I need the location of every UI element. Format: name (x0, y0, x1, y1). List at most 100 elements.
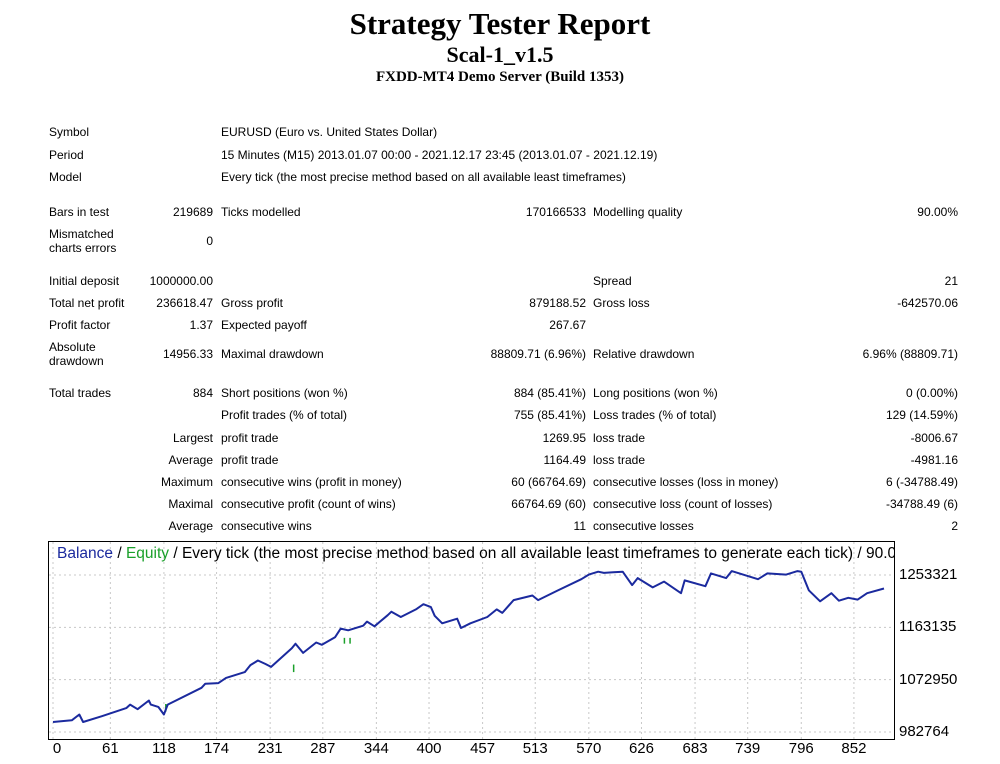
profit-factor-label: Profit factor (49, 318, 111, 332)
relative-drawdown-value: 6.96% (88809.71) (862, 347, 958, 361)
x-tick-label: 739 (735, 740, 761, 757)
x-tick-label: 344 (363, 740, 389, 757)
balance-chart-plot (49, 542, 894, 739)
profit-trades-value: 755 (85.41%) (513, 408, 586, 422)
x-tick-label: 796 (788, 740, 814, 757)
mismatch-label: Mismatched charts errors (49, 227, 117, 255)
short-positions-value: 884 (85.41%) (513, 386, 586, 400)
chart-title-equity: Equity (125, 545, 170, 562)
long-positions-value: 0 (0.00%) (905, 386, 958, 400)
expert-name: Scal-1_v1.5 (446, 42, 554, 67)
period-value: 15 Minutes (M15) 2013.01.07 00:00 - 2021… (221, 148, 658, 162)
maximum-label: Maximum (160, 475, 213, 489)
largest-loss-value: -8006.67 (910, 431, 958, 445)
gross-loss-label: Gross loss (593, 296, 650, 310)
relative-drawdown-label: Relative drawdown (593, 347, 695, 361)
quality-label: Modelling quality (593, 205, 683, 219)
expected-payoff-label: Expected payoff (221, 318, 307, 332)
y-tick-label: 1163135 (899, 618, 957, 636)
period-label: Period (49, 148, 84, 162)
average-loss-label: loss trade (593, 453, 646, 467)
model-label: Model (49, 170, 82, 184)
gross-profit-value: 879188.52 (529, 296, 586, 310)
x-tick-label: 513 (522, 740, 548, 757)
expected-payoff-value: 267.67 (549, 318, 586, 332)
net-profit-label: Total net profit (49, 296, 125, 310)
x-tick-label: 174 (204, 740, 230, 757)
balance-chart: Balance / Equity / Every tick (the most … (48, 541, 895, 740)
chart-title: Balance / Equity / Every tick (the most … (57, 545, 895, 563)
average-profit-label: profit trade (221, 453, 279, 467)
x-tick-label: 61 (101, 740, 119, 757)
maximal-consecutive-profit-label: consecutive profit (count of wins) (221, 497, 396, 511)
absolute-drawdown-label: Absolute drawdown (49, 340, 104, 368)
model-value: Every tick (the most precise method base… (221, 170, 626, 184)
max-consecutive-losses-value: 6 (-34788.49) (885, 475, 958, 489)
deposit-value: 1000000.00 (149, 274, 213, 288)
max-consecutive-wins-value: 60 (66764.69) (511, 475, 586, 489)
gross-loss-value: -642570.06 (897, 296, 958, 310)
bars-label: Bars in test (49, 205, 110, 219)
average-consecutive-wins-value: 11 (573, 519, 586, 533)
x-tick-label: 118 (151, 740, 176, 757)
average-profit-value: 1164.49 (543, 453, 587, 467)
largest-profit-label: profit trade (221, 431, 279, 445)
ticks-label: Ticks modelled (221, 205, 301, 219)
chart-title-rest: / Every tick (the most precise method ba… (169, 545, 895, 562)
average-consecutive-losses-label: consecutive losses (593, 519, 694, 533)
chart-title-balance: Balance (57, 545, 114, 562)
net-profit-value: 236618.47 (156, 296, 213, 310)
spread-value: 21 (944, 274, 958, 288)
symbol-label: Symbol (49, 125, 90, 139)
average-consecutive-label: Average (168, 519, 213, 533)
loss-trades-label: Loss trades (% of total) (593, 408, 717, 422)
gross-profit-label: Gross profit (221, 296, 284, 310)
maximal-consecutive-loss-value: -34788.49 (6) (885, 497, 958, 511)
loss-trades-value: 129 (14.59%) (885, 408, 958, 422)
quality-value: 90.00% (917, 205, 958, 219)
x-tick-label: 231 (257, 740, 283, 757)
largest-label: Largest (172, 431, 213, 445)
largest-profit-value: 1269.95 (542, 431, 586, 445)
total-trades-value: 884 (192, 386, 213, 400)
x-tick-label: 683 (682, 740, 708, 757)
largest-loss-label: loss trade (593, 431, 646, 445)
maximal-label: Maximal (168, 497, 213, 511)
absolute-drawdown-value: 14956.33 (162, 347, 213, 361)
bars-value: 219689 (172, 205, 213, 219)
chart-title-sep: / (113, 545, 126, 562)
spread-label: Spread (593, 274, 632, 288)
average-label: Average (168, 453, 213, 467)
average-consecutive-wins-label: consecutive wins (221, 519, 312, 533)
x-tick-label: 852 (841, 740, 867, 757)
y-tick-label: 982764 (899, 723, 950, 740)
x-tick-label: 400 (416, 740, 442, 757)
symbol-value: EURUSD (Euro vs. United States Dollar) (221, 125, 438, 139)
x-tick-label: 626 (628, 740, 654, 757)
balance-series-line (52, 570, 885, 723)
y-tick-label: 1072950 (899, 670, 958, 688)
x-tick-label: 570 (576, 740, 602, 757)
max-consecutive-wins-label: consecutive wins (profit in money) (221, 475, 402, 489)
maximal-drawdown-value: 88809.71 (6.96%) (490, 347, 586, 361)
maximal-consecutive-loss-label: consecutive loss (count of losses) (593, 497, 773, 511)
short-positions-label: Short positions (won %) (221, 386, 348, 400)
y-tick-label: 1253321 (899, 566, 958, 583)
report-title: Strategy Tester Report (349, 6, 651, 41)
maximal-drawdown-label: Maximal drawdown (221, 347, 324, 361)
profit-factor-value: 1.37 (189, 318, 213, 332)
mismatch-value: 0 (206, 234, 213, 248)
profit-trades-label: Profit trades (% of total) (221, 408, 348, 422)
maximal-consecutive-profit-value: 66764.69 (60) (511, 497, 586, 511)
ticks-value: 170166533 (525, 205, 586, 219)
long-positions-label: Long positions (won %) (593, 386, 718, 400)
total-trades-label: Total trades (49, 386, 112, 400)
x-tick-label: 457 (470, 740, 496, 757)
max-consecutive-losses-label: consecutive losses (loss in money) (593, 475, 779, 489)
server-name: FXDD-MT4 Demo Server (Build 1353) (375, 69, 625, 85)
average-loss-value: -4981.16 (910, 453, 958, 467)
x-tick-label: 0 (52, 740, 62, 757)
deposit-label: Initial deposit (49, 274, 120, 288)
x-tick-label: 287 (310, 740, 336, 757)
average-consecutive-losses-value: 2 (951, 519, 958, 533)
